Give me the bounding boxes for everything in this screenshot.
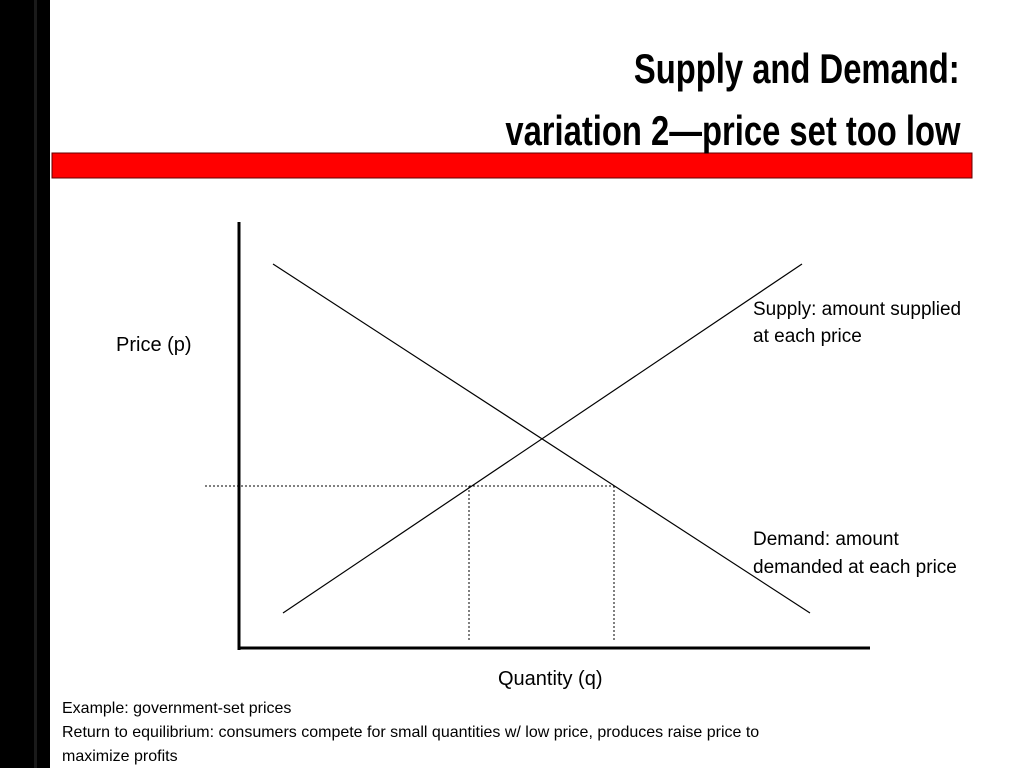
title-line: Supply and Demand: xyxy=(634,45,960,92)
side-bar xyxy=(0,0,50,768)
note: maximize profits xyxy=(62,748,178,765)
supply-label: at each price xyxy=(753,326,862,347)
supply-label: Supply: amount supplied xyxy=(753,299,962,320)
note: Example: government-set prices xyxy=(62,700,292,717)
y-axis-label: Price (p) xyxy=(116,334,192,356)
title-line: variation 2—price set too low xyxy=(504,107,960,154)
note: Return to equilibrium: consumers compete… xyxy=(62,724,760,741)
side-stripe xyxy=(34,0,37,768)
title-rule xyxy=(51,152,973,179)
demand-label: demanded at each price xyxy=(753,557,957,578)
demand-curve xyxy=(272,263,811,614)
demand-label: Demand: amount xyxy=(753,529,899,550)
x-axis-label: Quantity (q) xyxy=(498,668,603,690)
